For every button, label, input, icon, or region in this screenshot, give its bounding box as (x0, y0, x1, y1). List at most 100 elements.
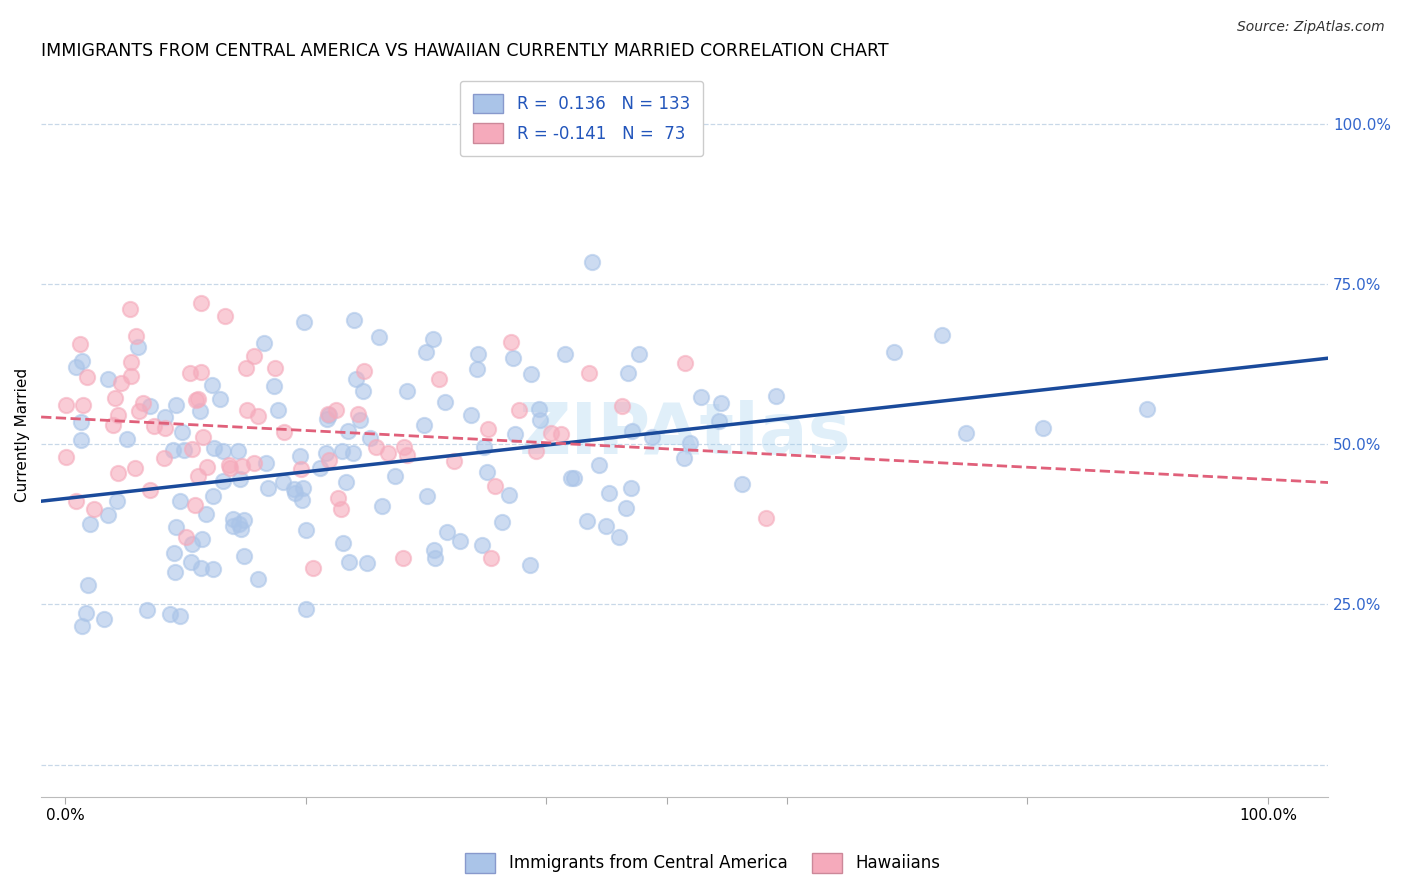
Point (423, 551, 446, 566)
Point (187, 392, 209, 406)
Point (115, 432, 138, 446)
Point (173, 443, 195, 458)
Point (201, 489, 224, 503)
Legend: R =  0.136   N = 133, R = -0.141   N =  73: R = 0.136 N = 133, R = -0.141 N = 73 (460, 81, 703, 156)
Point (153, 409, 176, 424)
Point (104, 391, 127, 405)
Y-axis label: Currently Married: Currently Married (15, 368, 30, 501)
Point (433, 394, 456, 409)
Point (127, 340, 149, 354)
Point (353, 384, 375, 398)
Point (190, 365, 212, 379)
Point (423, 543, 446, 558)
Point (263, 379, 285, 393)
Point (384, 469, 406, 483)
Point (707, 414, 730, 428)
Point (325, 403, 347, 417)
Point (180, 556, 202, 570)
Point (470, 538, 492, 552)
Point (118, 301, 141, 316)
Point (540, 426, 562, 441)
Point (617, 366, 640, 380)
Point (125, 328, 148, 343)
Point (69, 337, 91, 351)
Point (107, 408, 129, 422)
Text: ZIPAtlas: ZIPAtlas (519, 400, 851, 469)
Point (204, 441, 226, 455)
Point (436, 524, 458, 539)
Point (120, 354, 142, 368)
Point (143, 418, 166, 433)
Point (254, 456, 277, 470)
Point (221, 519, 243, 533)
Point (96, 508, 118, 522)
Point (128, 404, 150, 418)
Point (257, 481, 280, 495)
Point (1032, 421, 1054, 435)
Point (309, 461, 332, 475)
Point (55, 450, 77, 464)
Point (413, 417, 436, 432)
Point (755, 511, 778, 525)
Point (187, 469, 209, 483)
Point (243, 457, 266, 471)
Point (208, 392, 231, 406)
Point (316, 407, 339, 421)
Point (588, 458, 610, 472)
Text: Source: ZipAtlas.com: Source: ZipAtlas.com (1237, 20, 1385, 34)
Point (229, 472, 252, 486)
Point (295, 602, 318, 616)
Point (222, 512, 245, 526)
Point (228, 517, 250, 532)
Point (65, 494, 87, 508)
Point (302, 561, 325, 575)
Point (332, 536, 354, 550)
Point (186, 393, 208, 408)
Point (472, 440, 495, 454)
Point (335, 475, 357, 489)
Point (336, 424, 359, 438)
Point (101, 417, 124, 432)
Point (246, 409, 269, 423)
Point (465, 362, 488, 376)
Point (139, 483, 162, 498)
Point (212, 475, 235, 489)
Point (169, 608, 191, 623)
Point (477, 422, 499, 436)
Point (524, 444, 547, 458)
Point (162, 442, 184, 457)
Point (183, 498, 205, 512)
Point (233, 549, 256, 563)
Point (690, 391, 713, 405)
Point (283, 482, 305, 496)
Point (72, 398, 94, 412)
Point (76, 370, 98, 384)
Point (607, 530, 630, 544)
Point (159, 607, 181, 621)
Point (370, 500, 392, 514)
Point (554, 347, 576, 361)
Point (595, 519, 617, 533)
Point (191, 429, 214, 443)
Point (499, 334, 522, 349)
Point (318, 408, 340, 422)
Point (672, 451, 695, 466)
Point (349, 413, 371, 427)
Point (139, 399, 162, 413)
Point (290, 462, 312, 476)
Point (179, 367, 201, 381)
Point (155, 421, 177, 435)
Point (449, 533, 471, 548)
Point (202, 562, 225, 576)
Point (169, 494, 191, 508)
Point (231, 523, 253, 537)
Point (120, 369, 142, 384)
Point (356, 556, 378, 570)
Point (266, 402, 288, 417)
Point (353, 364, 375, 378)
Point (391, 551, 413, 566)
Point (228, 443, 250, 458)
Point (342, 445, 364, 459)
Legend: Immigrants from Central America, Hawaiians: Immigrants from Central America, Hawaiia… (458, 847, 948, 880)
Point (415, 345, 437, 359)
